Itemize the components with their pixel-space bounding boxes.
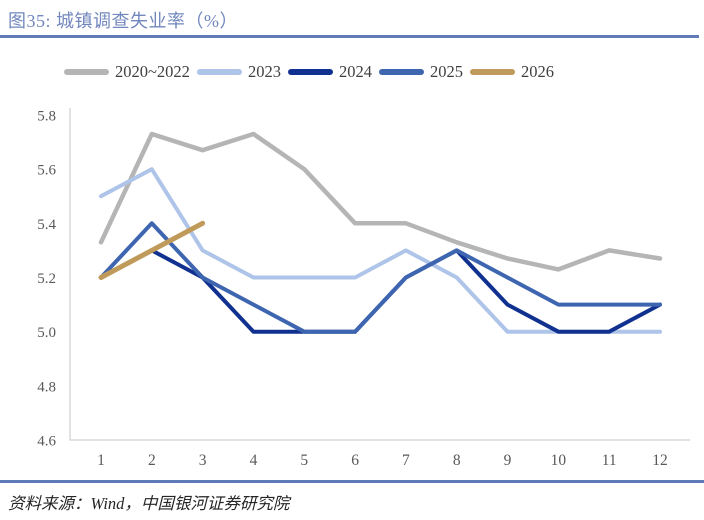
title-divider [0, 35, 699, 38]
x-axis-label: 9 [504, 452, 512, 469]
series-line-2025 [99, 221, 662, 334]
data-source-note: 资料来源：Wind，中国银河证券研究院 [8, 494, 290, 513]
legend-swatch [64, 69, 109, 75]
x-axis-label: 12 [652, 452, 668, 469]
x-axis-label: 2 [148, 452, 156, 469]
legend-label: 2020~2022 [115, 62, 190, 81]
x-axis-label: 5 [300, 452, 308, 469]
legend-label: 2024 [338, 62, 372, 81]
legend-swatch [469, 69, 515, 75]
x-axis-label: 1 [97, 452, 105, 469]
y-axis-label: 5.4 [37, 217, 56, 233]
legend-item-2026: 2026 [469, 62, 554, 82]
legend-swatch [287, 69, 333, 75]
x-axis-label: 8 [453, 452, 461, 469]
footer-divider [0, 480, 704, 483]
y-axis-label: 5.6 [37, 163, 56, 179]
x-axis-label: 4 [250, 452, 258, 469]
legend-item-2020-2022: 2020~2022 [64, 62, 190, 82]
y-axis-label: 5.8 [37, 109, 56, 125]
axis-lines [69, 108, 690, 441]
x-axis-label: 6 [351, 452, 359, 469]
legend-item-2024: 2024 [287, 62, 372, 82]
figure-title: 图35: 城镇调查失业率（%） [8, 11, 238, 31]
x-axis-label: 10 [551, 452, 567, 469]
unemployment-line-chart: 5.85.65.45.25.04.84.61 2 3 4 5 6 7 8 9 10 11 12 [37, 108, 690, 469]
y-axis-label: 5.2 [37, 271, 56, 287]
legend-swatch [378, 69, 424, 75]
chart-legend: 2020~2022 2023 2024 2025 2026 [64, 61, 554, 83]
x-axis-label: 11 [602, 452, 617, 469]
legend-swatch [196, 69, 242, 75]
x-axis-label: 3 [199, 452, 207, 469]
y-axis-label: 4.6 [37, 434, 56, 450]
series-line-2026 [98, 220, 206, 280]
x-axis-label: 7 [402, 452, 410, 469]
legend-label: 2023 [247, 62, 281, 81]
legend-label: 2026 [520, 62, 554, 81]
legend-label: 2025 [429, 62, 463, 81]
y-axis-label: 4.8 [37, 379, 56, 395]
y-axis-label: 5.0 [37, 325, 56, 341]
series-line-2020-2022 [98, 131, 663, 272]
legend-item-2025: 2025 [378, 62, 463, 82]
legend-item-2023: 2023 [196, 62, 281, 82]
